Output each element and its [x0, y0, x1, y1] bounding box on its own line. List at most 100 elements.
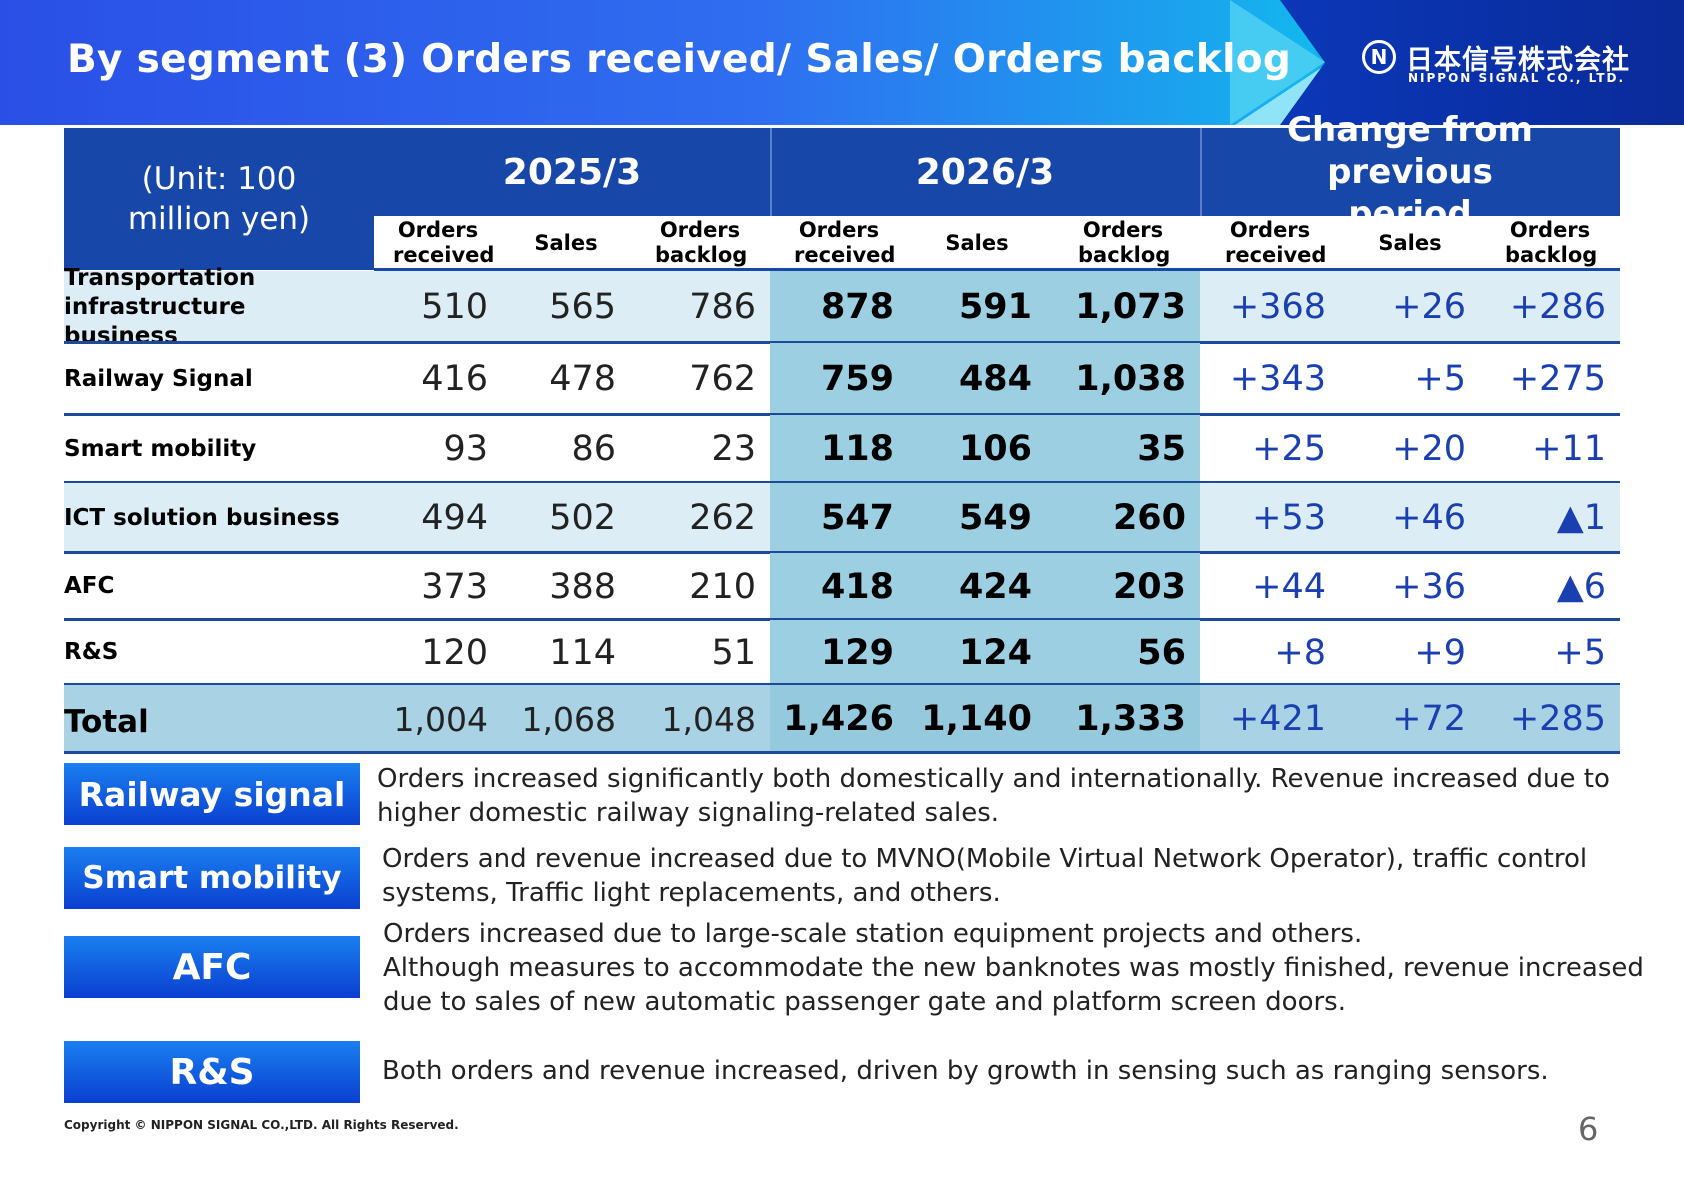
row-divider [64, 551, 1620, 554]
group-header-change-text: Change from previous period [1287, 110, 1533, 234]
copyright-text: Copyright © NIPPON SIGNAL CO.,LTD. All R… [64, 1118, 459, 1132]
table-cell: 1,140 [908, 685, 1046, 753]
table-row: AFC 373 388 210 418 424 203 +44 +36 ▲6 [64, 553, 1620, 620]
column-header-text: Sales [534, 230, 598, 255]
header-logo-band [1280, 0, 1684, 125]
table-cell: 494 [421, 498, 488, 538]
row-label: Transportation infrastructure business [64, 264, 256, 349]
total-row: Total 1,004 1,068 1,048 1,426 1,140 1,333 +421 +… [64, 685, 1620, 753]
table-cell: 418 [770, 553, 908, 620]
table-cell: 416 [421, 359, 488, 399]
column-header: Orders backlog [630, 216, 770, 270]
table-cell: +11 [1532, 429, 1606, 469]
subheader-underline [374, 268, 1620, 271]
table-cell: 93 [443, 429, 488, 469]
table-cell: 510 [421, 287, 488, 327]
row-label: R&S [64, 639, 119, 665]
table-cell: 1,073 [1046, 271, 1200, 343]
page-title: By segment (3) Orders received/ Sales/ O… [67, 37, 1292, 82]
table-cell: 35 [1046, 415, 1200, 483]
table-row: Railway Signal 416 478 762 759 484 1,038 +343 +5… [64, 343, 1620, 415]
table-cell: +343 [1229, 359, 1326, 399]
table-cell: +25 [1252, 429, 1326, 469]
table-row: ICT solution business 494 502 262 547 549 260 +… [64, 483, 1620, 553]
table-cell: +26 [1392, 287, 1466, 327]
segment-note-line: higher domestic railway signaling-relate… [377, 798, 1000, 828]
header-separator [770, 128, 772, 216]
column-header-text: Sales [1378, 230, 1442, 255]
segment-note-line: Both orders and revenue increased, drive… [382, 1056, 1549, 1086]
column-header: Orders received [1200, 216, 1340, 270]
table-cell: 762 [689, 359, 756, 399]
table-cell: 1,004 [393, 699, 488, 739]
column-header-text: Sales [945, 230, 1009, 255]
logo-english-name: NIPPON SIGNAL CO., LTD. [1408, 71, 1626, 85]
table-cell: 502 [549, 498, 616, 538]
unit-text: (Unit: 100 million yen) [127, 161, 311, 237]
column-header: Sales [502, 216, 630, 270]
row-label: AFC [64, 573, 115, 599]
table-cell: 51 [711, 632, 756, 673]
row-label: ICT solution business [64, 504, 340, 531]
table-cell: 210 [689, 566, 756, 607]
column-header: Orders backlog [1046, 216, 1200, 270]
column-header-text: Orders backlog [1505, 218, 1598, 267]
table-cell: 203 [1046, 553, 1200, 620]
segment-note-line: Orders increased significantly both dome… [377, 764, 1610, 794]
table-cell: 1,333 [1046, 685, 1200, 753]
table-cell: 129 [770, 620, 908, 685]
table-cell: 786 [689, 287, 756, 327]
logo-mark-icon: N [1362, 40, 1396, 74]
table-cell: 591 [908, 271, 1046, 343]
column-header-text: Orders received [393, 218, 495, 267]
group-header-2026: 2026/3 [915, 151, 1055, 193]
table-cell: 120 [421, 632, 488, 673]
table-row: R&S 120 114 51 129 124 56 +8 +9 +5 [64, 620, 1620, 685]
table-cell: 759 [770, 343, 908, 415]
table-cell: 878 [770, 271, 908, 343]
row-divider [64, 618, 1620, 621]
row-label: Smart mobility [64, 435, 257, 462]
group-header-2025: 2025/3 [502, 151, 642, 193]
table-row: Smart mobility 93 86 23 118 106 35 +25 +20 +11 [64, 415, 1620, 483]
page-number: 6 [1578, 1110, 1599, 1148]
table-cell: 549 [908, 483, 1046, 553]
group-header-change: Change from previous period [1200, 110, 1620, 234]
table-cell: 23 [711, 429, 756, 469]
table-cell: 547 [770, 483, 908, 553]
table-cell: 484 [908, 343, 1046, 415]
segment-note-line: Orders and revenue increased due to MVNO… [382, 844, 1588, 874]
table-cell: +8 [1274, 632, 1326, 673]
table-cell: +5 [1554, 632, 1606, 673]
row-divider [64, 341, 1620, 344]
table-cell: +53 [1252, 498, 1326, 538]
table-cell: +72 [1392, 699, 1466, 739]
segment-note-line: Orders increased due to large-scale stat… [383, 919, 1363, 949]
table-cell: +5 [1414, 359, 1466, 399]
table-cell: 388 [549, 566, 616, 607]
table-cell: 373 [421, 566, 488, 607]
table-cell: 1,426 [770, 685, 908, 753]
table-cell: +285 [1509, 699, 1606, 739]
segment-tag: AFC [64, 936, 360, 998]
table-row: Transportation infrastructure business 51… [64, 264, 1620, 349]
table-cell: 565 [549, 287, 616, 327]
table-cell: 1,038 [1046, 343, 1200, 415]
column-header: Orders received [770, 216, 908, 270]
table-cell: 86 [571, 429, 616, 469]
table-cell: 114 [549, 632, 616, 673]
table-cell: +9 [1414, 632, 1466, 673]
row-label: Total [64, 703, 149, 740]
table-cell: ▲6 [1556, 566, 1606, 607]
segment-note-line: due to sales of new automatic passenger … [383, 987, 1346, 1017]
table-cell: +421 [1229, 699, 1326, 739]
column-header-text: Orders received [1225, 218, 1327, 267]
unit-label: (Unit: 100 million yen) [64, 128, 374, 270]
column-header: Sales [1340, 216, 1480, 270]
row-divider [64, 413, 1620, 416]
table-cell: +44 [1252, 566, 1326, 607]
segment-tag: R&S [64, 1041, 360, 1103]
table-cell: +36 [1392, 566, 1466, 607]
segment-note-line: systems, Traffic light replacements, and… [382, 878, 1001, 908]
header-separator [1200, 128, 1202, 216]
